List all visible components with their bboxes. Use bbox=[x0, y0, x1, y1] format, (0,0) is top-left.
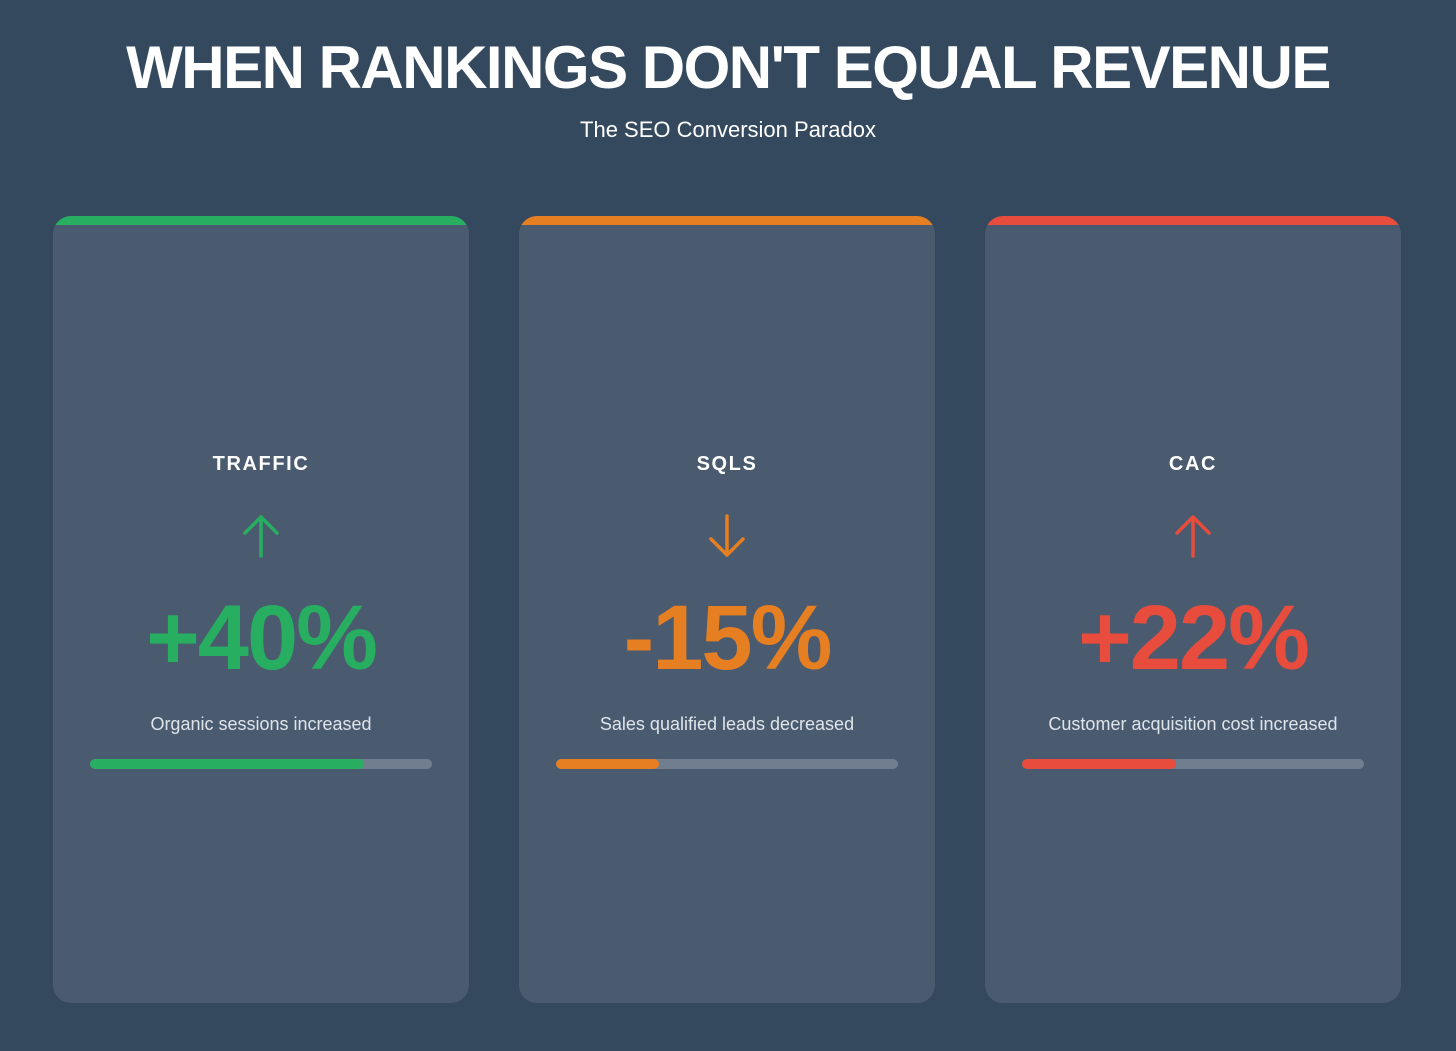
metric-card-traffic: TRAFFIC +40% Organic sessions increased bbox=[53, 216, 469, 1003]
card-accent-bar bbox=[53, 216, 469, 225]
page-title: WHEN RANKINGS DON'T EQUAL REVENUE bbox=[126, 34, 1331, 101]
arrow-up-icon bbox=[1175, 515, 1211, 558]
metric-value: +40% bbox=[146, 587, 378, 689]
metric-label: SQLS bbox=[696, 453, 758, 475]
page-subtitle: The SEO Conversion Paradox bbox=[580, 117, 876, 142]
progress-track bbox=[90, 759, 432, 769]
metric-card-cac: CAC +22% Customer acquisition cost incre… bbox=[985, 216, 1401, 1003]
metric-description: Sales qualified leads decreased bbox=[599, 714, 855, 734]
metric-label: CAC bbox=[1168, 453, 1218, 475]
card-accent-bar bbox=[985, 216, 1401, 225]
progress-track bbox=[556, 759, 898, 769]
arrow-up-icon bbox=[243, 515, 279, 558]
progress-fill bbox=[1022, 759, 1176, 769]
metric-description: Organic sessions increased bbox=[150, 714, 372, 734]
metric-value: +22% bbox=[1078, 587, 1310, 689]
arrow-down-icon bbox=[709, 514, 745, 557]
metric-label: TRAFFIC bbox=[212, 453, 310, 475]
progress-fill bbox=[90, 759, 364, 769]
metric-description: Customer acquisition cost increased bbox=[1048, 714, 1338, 734]
card-accent-bar bbox=[519, 216, 935, 225]
progress-track bbox=[1022, 759, 1364, 769]
progress-fill bbox=[556, 759, 659, 769]
metric-card-sqls: SQLS -15% Sales qualified leads decrease… bbox=[519, 216, 935, 1003]
metric-value: -15% bbox=[623, 587, 833, 689]
